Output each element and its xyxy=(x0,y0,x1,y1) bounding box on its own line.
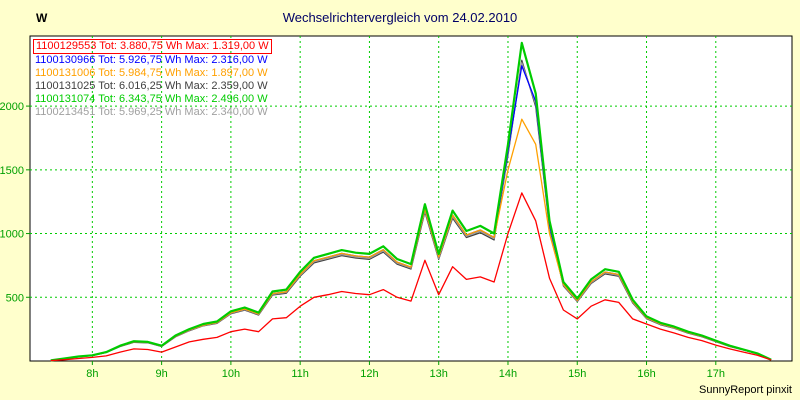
y-axis-unit-label: W xyxy=(36,11,48,25)
y-tick-label: 500 xyxy=(6,292,24,304)
legend-entry: 1100131006 Tot: 5.984,75 Wh Max: 1.897,0… xyxy=(35,67,268,79)
plot-area xyxy=(29,35,793,362)
x-tick-label: 10h xyxy=(222,368,240,380)
report-credit: SunnyReport pinxit xyxy=(699,384,792,396)
legend-entry: 1100131074 Tot: 6.343,75 Wh Max: 2.496,0… xyxy=(35,93,268,105)
x-tick-label: 14h xyxy=(499,368,517,380)
y-tick-label: 1500 xyxy=(0,165,24,177)
x-tick-label: 13h xyxy=(430,368,448,380)
legend-entry: 1100213451 Tot: 5.969,25 Wh Max: 2.340,0… xyxy=(35,106,268,118)
y-tick-label: 1000 xyxy=(0,229,24,241)
legend-entry: 1100131025 Tot: 6.016,25 Wh Max: 2.359,0… xyxy=(35,80,268,92)
legend-entry: 1100130966 Tot: 5.926,75 Wh Max: 2.316,0… xyxy=(35,54,268,66)
x-tick-label: 16h xyxy=(637,368,655,380)
legend-entry: 1100129553 Tot: 3.880,75 Wh Max: 1.319,0… xyxy=(33,39,272,54)
chart-title: Wechselrichtervergleich vom 24.02.2010 xyxy=(282,10,518,25)
y-tick-label: 2000 xyxy=(0,101,24,113)
x-tick-label: 15h xyxy=(568,368,586,380)
series-line-1100131074 xyxy=(50,41,772,362)
x-tick-label: 17h xyxy=(707,368,725,380)
x-tick-label: 12h xyxy=(360,368,378,380)
x-tick-label: 8h xyxy=(86,368,98,380)
x-tick-label: 9h xyxy=(155,368,167,380)
x-tick-label: 11h xyxy=(291,368,309,380)
series-line-1100129553 xyxy=(50,192,772,362)
legend: 1100129553 Tot: 3.880,75 Wh Max: 1.319,0… xyxy=(33,39,272,119)
